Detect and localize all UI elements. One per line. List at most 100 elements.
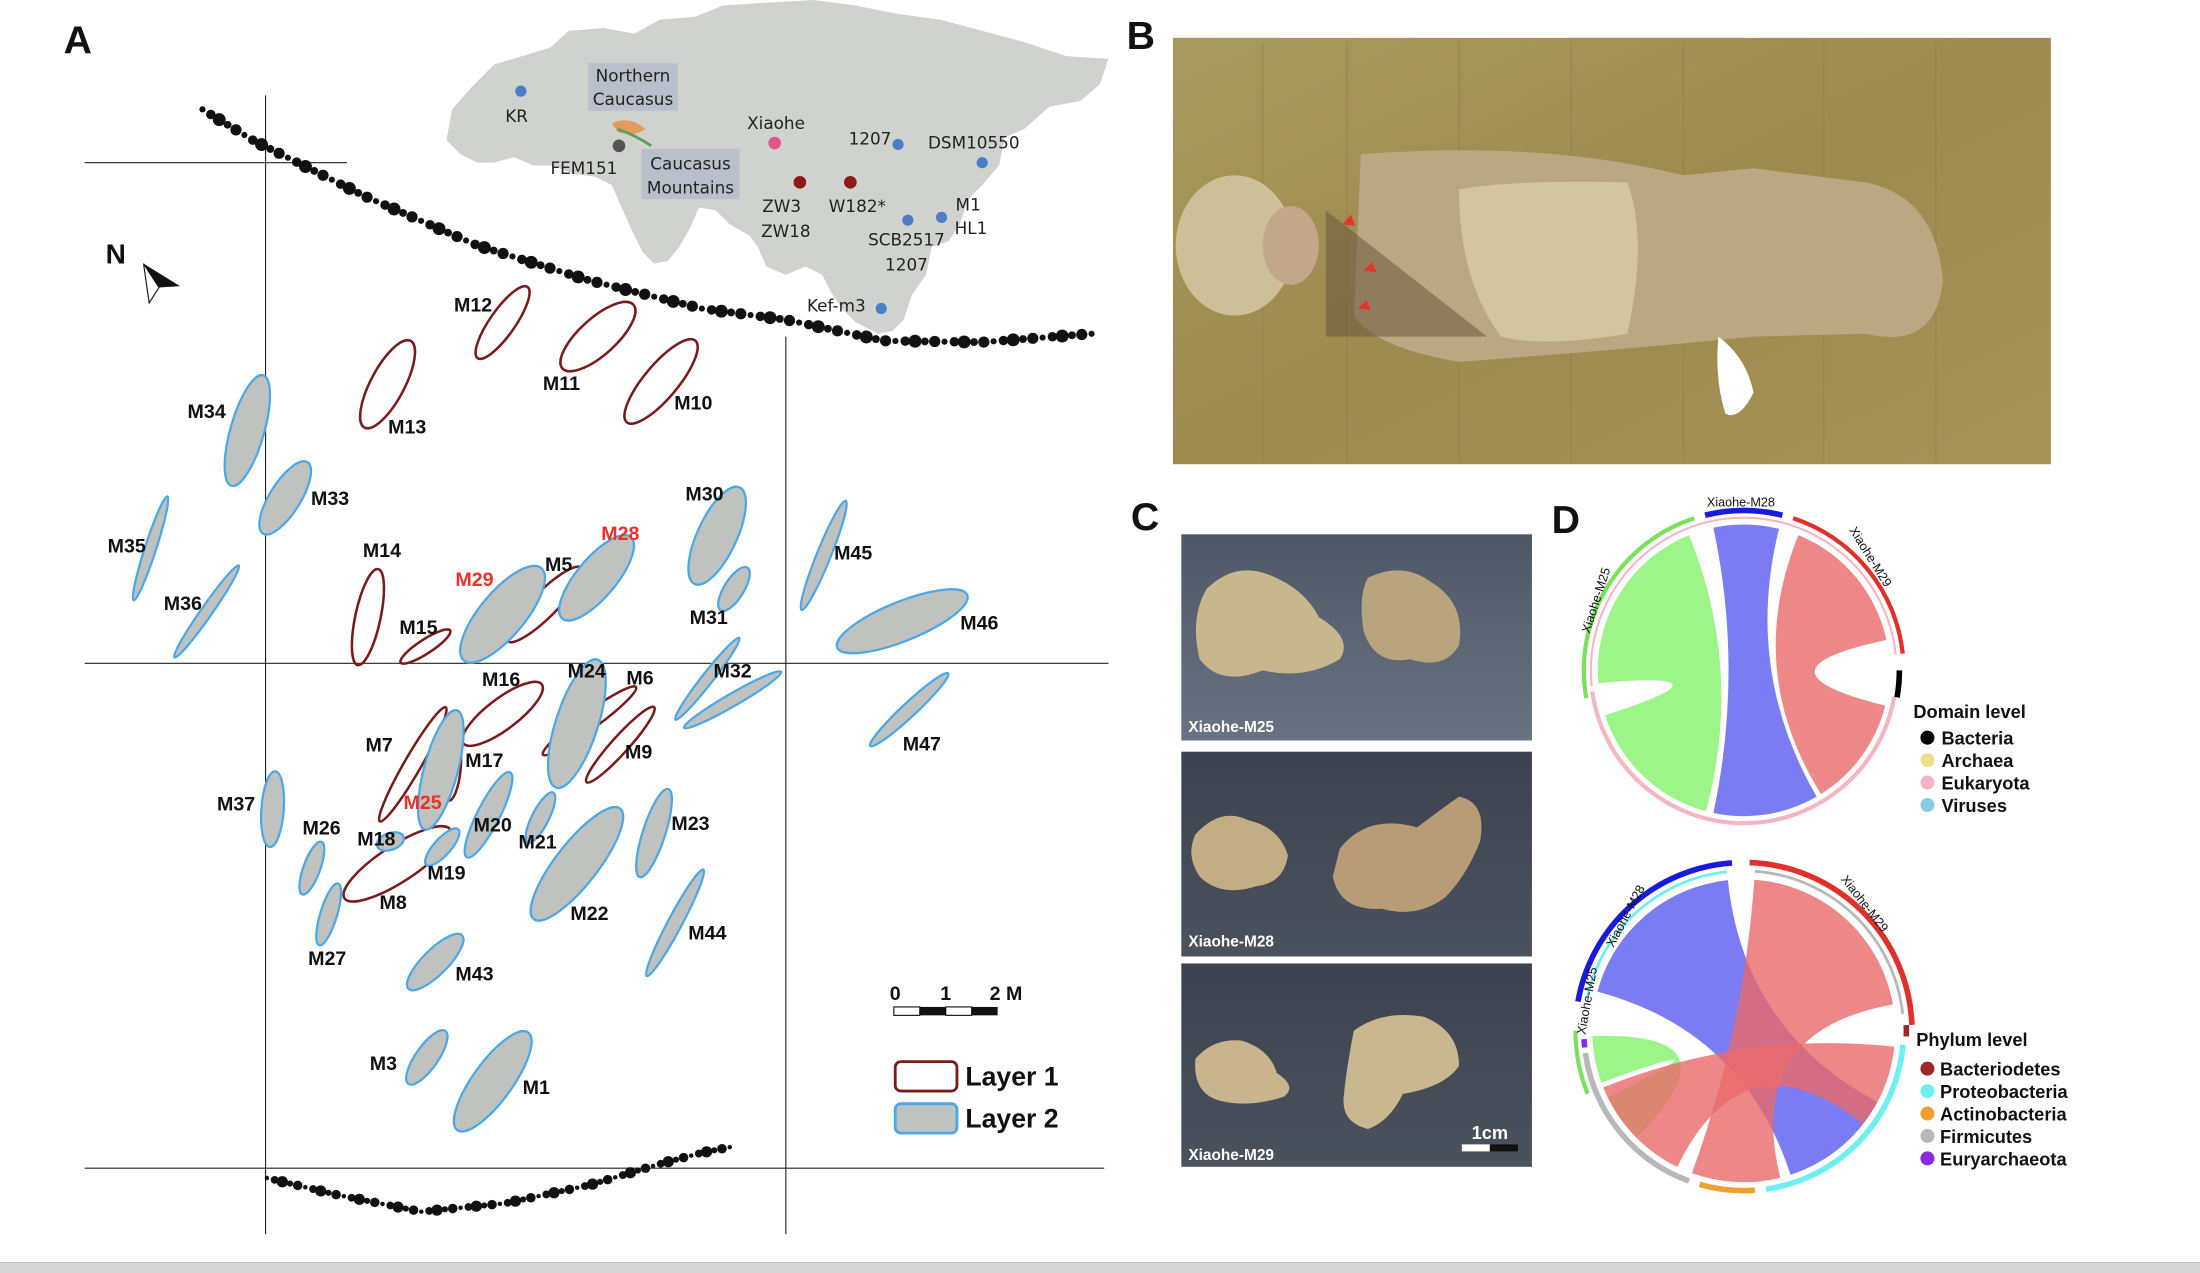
panel-b: B: [1127, 14, 2051, 464]
grave-m12: M12: [454, 280, 538, 366]
legend-label-eukaryota: Eukaryota: [1941, 773, 2030, 794]
boundary-dot: [418, 218, 424, 224]
site-dot-xiaohe: [768, 137, 781, 150]
grave-outline-layer-2: [830, 577, 975, 666]
grave-label: M21: [519, 831, 557, 853]
boundary-dot: [287, 1180, 293, 1186]
boundary-dot: [663, 1156, 674, 1167]
boundary-dot: [1040, 334, 1046, 340]
boundary-dot: [812, 320, 825, 333]
boundary-dot: [679, 1153, 689, 1163]
boundary-dot: [478, 241, 491, 254]
grave-label: M12: [454, 294, 492, 316]
boundary-dot: [591, 277, 602, 288]
boundary-dot: [941, 339, 947, 345]
site-dot-m1: [936, 212, 947, 223]
boundary-dot: [451, 231, 462, 242]
grave-label: M47: [903, 733, 941, 755]
boundary-dot: [299, 160, 312, 173]
grave-outline-layer-1: [467, 280, 538, 366]
map-label-kefm3: Kef-m3: [807, 295, 866, 315]
boundary-dot: [991, 338, 997, 344]
boundary-dot: [343, 182, 356, 195]
boundary-dot: [735, 308, 746, 319]
boundary-dot: [727, 309, 735, 317]
grave-m28: M28: [547, 523, 646, 631]
boundary-dot: [303, 1185, 307, 1189]
map-label-caucasus-mountains-2: Mountains: [647, 178, 734, 198]
boundary-dot: [603, 282, 609, 288]
boundary-dot: [631, 288, 639, 296]
grave-m27: M27: [308, 881, 346, 970]
grave-label: M23: [671, 813, 709, 835]
grave-m16: M16: [454, 669, 551, 756]
boundary-dot: [266, 145, 274, 153]
grave-m44: M44: [641, 866, 727, 979]
grave-m3: M3: [370, 1025, 455, 1091]
boundary-dot: [824, 325, 832, 333]
boundary-dot: [776, 315, 784, 323]
boundary-dot: [241, 132, 247, 138]
boundary-dot: [756, 312, 766, 322]
boundary-dot: [510, 1195, 521, 1206]
grave-m21: M21: [519, 789, 561, 854]
boundary-dot: [796, 320, 802, 326]
boundary-dot: [687, 301, 698, 312]
boundary-dot: [487, 1200, 497, 1210]
boundary-dot: [409, 1205, 419, 1215]
grave-label: M43: [455, 963, 493, 985]
boundary-dot: [844, 330, 850, 336]
boundary-dot: [900, 336, 910, 346]
grave-m37: M37: [217, 771, 286, 848]
grave-label: M9: [625, 742, 652, 764]
photo-label: Xiaohe-M29: [1188, 1147, 1274, 1164]
sample-arc-m28: [1705, 510, 1782, 515]
grave-label: M5: [545, 554, 572, 576]
panel-a: A KR Northern Caucasus FEM151 Caucasus M…: [64, 0, 1109, 1234]
boundary-dot: [1048, 332, 1058, 342]
boundary-dot: [715, 305, 728, 318]
boundary-dot: [548, 1187, 559, 1198]
grave-label: M11: [543, 373, 580, 395]
boundary-dot: [572, 270, 585, 283]
grave-m11: M11: [543, 291, 646, 395]
boundary-dot: [458, 1206, 462, 1210]
bottom-edge: [0, 1262, 2200, 1273]
boundary-dot: [310, 167, 318, 175]
boundary-dot: [331, 1190, 341, 1200]
grave-label: M20: [474, 815, 512, 837]
boundary-dot: [832, 325, 843, 336]
boundary-dot: [354, 1194, 365, 1205]
phylum-arc-euryarchaeota: [1584, 1039, 1585, 1047]
grave-label: M45: [834, 543, 872, 565]
boundary-dot: [277, 1176, 288, 1187]
grave-outline-layer-2: [250, 454, 321, 542]
site-dot-dsm10550: [977, 157, 988, 168]
boundary-dot: [950, 337, 960, 347]
grave-label: M28: [601, 523, 639, 545]
boundary-dot: [584, 276, 592, 284]
grave-m33: M33: [250, 454, 349, 542]
legend-dot-euryarchaeota: [1920, 1151, 1934, 1165]
grave-outline-layer-2: [400, 926, 471, 997]
boundary-dot: [448, 1204, 458, 1214]
boundary-dot: [509, 253, 515, 259]
boundary-dot: [370, 1198, 380, 1208]
boundary-dot: [526, 1193, 536, 1203]
mummy-photo: [1173, 38, 2051, 464]
boundary-dot: [978, 336, 989, 347]
boundary-dot: [999, 336, 1009, 346]
map-label-zw18: ZW18: [761, 221, 811, 241]
boundary-dot: [619, 283, 632, 296]
grave-m23: M23: [629, 786, 710, 881]
map-label-xiaohe: Xiaohe: [747, 113, 805, 133]
grave-label: M37: [217, 794, 255, 816]
grave-outline-layer-2: [311, 881, 346, 948]
boundary-dot: [559, 1188, 565, 1194]
boundary-dot: [701, 1146, 712, 1157]
grave-label: M7: [366, 735, 393, 757]
boundary-dot: [1007, 333, 1020, 346]
grave-m19: M19: [420, 824, 466, 885]
panel-letter-c: C: [1131, 495, 1159, 539]
map-label-w182: W182*: [829, 196, 886, 216]
